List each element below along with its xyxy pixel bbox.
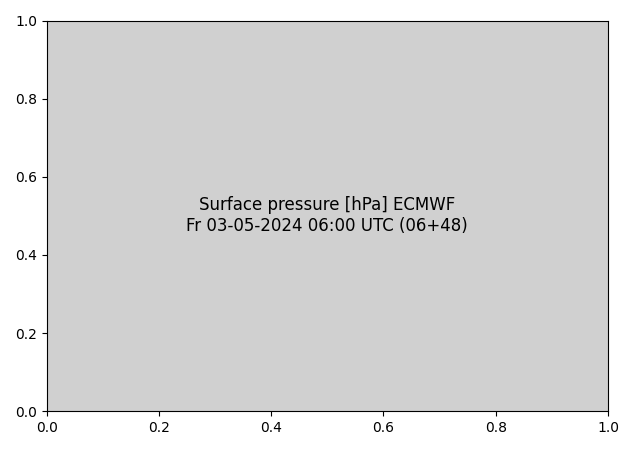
Text: Surface pressure [hPa] ECMWF
Fr 03-05-2024 06:00 UTC (06+48): Surface pressure [hPa] ECMWF Fr 03-05-20… (186, 197, 469, 235)
